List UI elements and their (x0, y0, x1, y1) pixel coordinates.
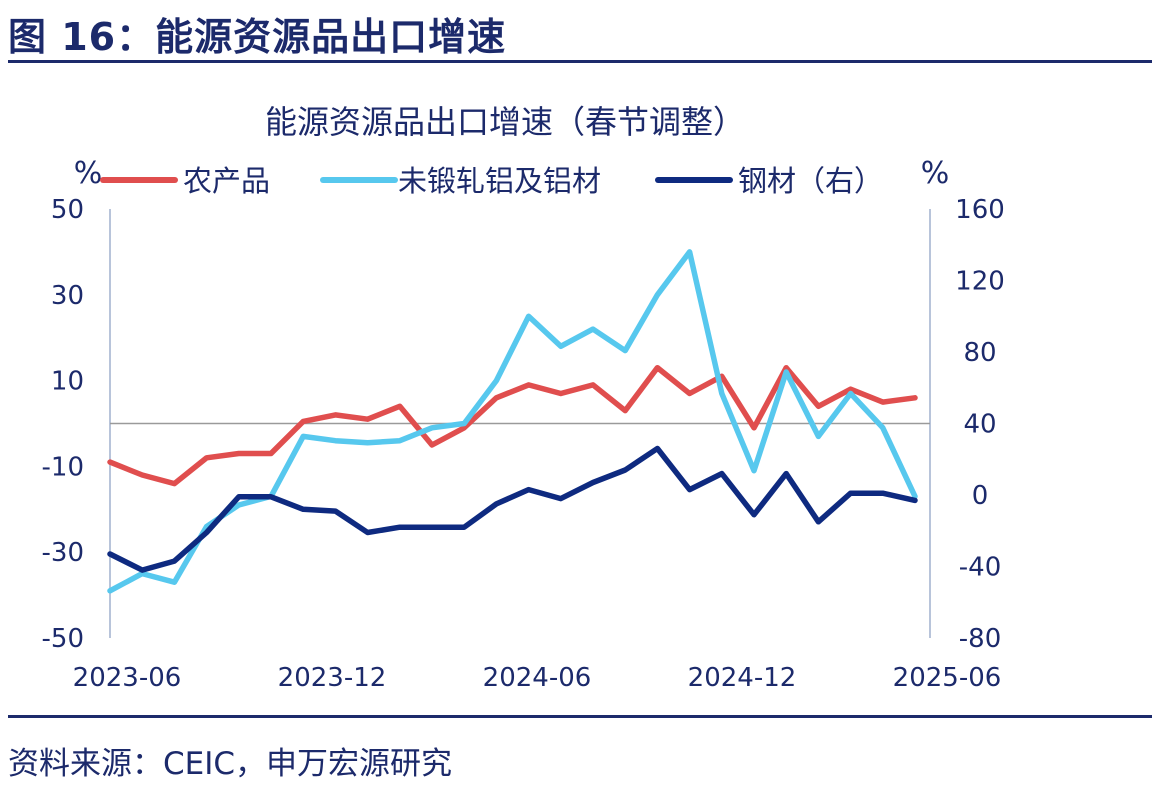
title-rule (8, 60, 1152, 63)
footer-rule (8, 715, 1152, 718)
right-ticks: 160 120 80 40 0 -40 -80 (955, 195, 1005, 654)
series-line (107, 249, 918, 594)
right-unit-label: % (921, 156, 950, 191)
legend: 农产品 未锻轧铝及铝材 钢材（右） (100, 164, 883, 198)
series-line (107, 445, 918, 573)
chart-title: 能源资源品出口增速（春节调整） (265, 103, 745, 141)
y-tick-left: -50 (42, 624, 84, 654)
x-tick-label: 2023-06 (73, 663, 182, 693)
source-note: 资料来源：CEIC，申万宏源研究 (8, 746, 453, 782)
legend-label: 未锻轧铝及铝材 (398, 164, 601, 198)
y-tick-left: 50 (51, 195, 84, 225)
legend-label: 农产品 (183, 164, 270, 198)
series-group (107, 249, 918, 594)
y-tick-right: -40 (959, 553, 1001, 583)
y-tick-right: -80 (959, 624, 1001, 654)
x-ticks: 2023-06 2023-12 2024-06 2024-12 2025-06 (73, 663, 1002, 693)
y-tick-left: 30 (51, 281, 84, 311)
x-tick-label: 2025-06 (893, 663, 1002, 693)
y-tick-right: 40 (963, 410, 996, 440)
left-unit-label: % (74, 156, 103, 191)
series-line (107, 364, 918, 487)
y-tick-left: -10 (42, 452, 84, 482)
x-tick-label: 2023-12 (278, 663, 387, 693)
y-tick-right: 160 (955, 195, 1005, 225)
figure-title: 图 16：能源资源品出口增速 (8, 15, 507, 59)
y-tick-right: 120 (955, 267, 1005, 297)
y-tick-right: 0 (972, 481, 989, 511)
y-tick-left: 10 (51, 367, 84, 397)
x-tick-label: 2024-06 (483, 663, 592, 693)
y-tick-right: 80 (963, 338, 996, 368)
line-chart: 能源资源品出口增速（春节调整） % % 农产品 未锻轧铝及铝材 钢材（右） 50 30… (42, 103, 1005, 693)
left-ticks: 50 30 10 -10 -30 -50 (42, 195, 84, 654)
x-tick-label: 2024-12 (688, 663, 797, 693)
y-tick-left: -30 (42, 538, 84, 568)
legend-label: 钢材（右） (738, 164, 883, 198)
